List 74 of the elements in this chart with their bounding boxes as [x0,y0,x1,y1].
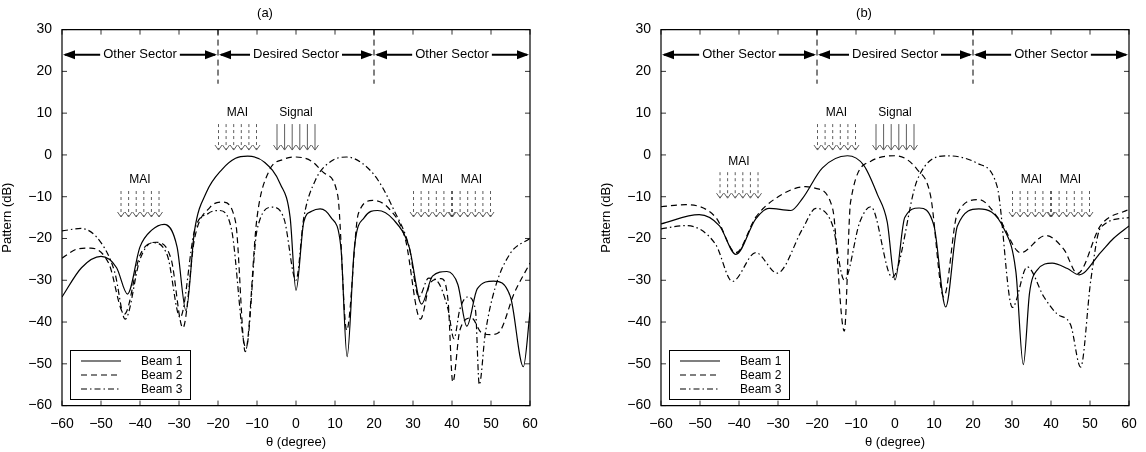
y-tick-label: 20 [36,62,53,79]
x-axis-title: θ (degree) [865,433,925,449]
y-tick-label: −30 [28,271,53,288]
x-tick-label: 30 [405,414,421,431]
x-tick-label: 0 [292,414,301,431]
annotation: MAI [226,105,249,120]
y-tick-label: −40 [28,312,53,329]
y-tick-label: 10 [36,104,53,121]
legend-label: Beam 1 [740,353,782,368]
x-tick-label: −10 [844,414,869,431]
annotation: MAI [421,172,444,187]
legend-label: Beam 3 [740,381,782,396]
y-tick-label: −10 [28,187,53,204]
x-tick-label: −40 [128,414,153,431]
x-tick-label: 0 [891,414,900,431]
y-tick-label: 0 [44,145,53,162]
x-axis-title: θ (degree) [266,433,326,449]
x-tick-label: 40 [444,414,460,431]
x-tick-label: −50 [89,414,114,431]
annotation: Desired Sector [852,46,939,62]
chart-title: (a) [257,5,273,21]
annotation: MAI [1020,172,1043,187]
annotation: Signal [279,105,313,120]
x-tick-label: −20 [206,414,231,431]
x-tick-label: −30 [766,414,791,431]
y-tick-label: 30 [36,20,53,37]
legend-label: Beam 2 [740,367,782,382]
y-tick-label: −60 [28,396,53,413]
annotation: Other Sector [702,46,777,62]
y-tick-label: −50 [627,354,652,371]
x-tick-label: 10 [327,414,343,431]
x-tick-label: −30 [167,414,192,431]
y-tick-label: 20 [635,62,652,79]
y-tick-label: 10 [635,104,652,121]
y-tick-label: −60 [627,396,652,413]
x-tick-label: 60 [1121,414,1137,431]
x-tick-label: 10 [926,414,942,431]
annotation: MAI [1059,172,1082,187]
annotation: MAI [129,172,151,187]
x-tick-label: −20 [805,414,830,431]
annotation: Other Sector [415,46,490,62]
annotation: MAI [728,153,750,168]
y-tick-label: 30 [635,20,652,37]
x-tick-label: 50 [1082,414,1098,431]
y-tick-label: −10 [627,187,652,204]
x-tick-label: −60 [50,414,75,431]
y-tick-label: 0 [643,145,652,162]
annotation: Desired Sector [253,46,340,62]
y-tick-label: −20 [627,229,652,246]
x-tick-label: −60 [649,414,674,431]
chart-title: (b) [856,5,872,21]
y-axis-title: Pattern (dB) [598,182,614,253]
legend-label: Beam 2 [141,367,183,382]
x-tick-label: 20 [366,414,382,431]
x-tick-label: −10 [245,414,270,431]
annotation: MAI [460,172,483,187]
y-tick-label: −40 [627,312,652,329]
y-tick-label: −30 [627,271,652,288]
y-tick-label: −50 [28,354,53,371]
annotation: MAI [825,105,848,120]
x-tick-label: −50 [688,414,713,431]
legend-label: Beam 3 [141,381,183,396]
x-tick-label: 30 [1004,414,1020,431]
y-axis-title: Pattern (dB) [0,182,15,253]
x-tick-label: 40 [1043,414,1059,431]
x-tick-label: 60 [522,414,538,431]
x-tick-label: 20 [965,414,981,431]
annotation: Other Sector [1014,46,1089,62]
annotation: Other Sector [103,46,178,62]
legend-label: Beam 1 [141,353,183,368]
x-tick-label: −40 [727,414,752,431]
x-tick-label: 50 [483,414,499,431]
annotation: Signal [878,105,912,120]
y-tick-label: −20 [28,229,53,246]
